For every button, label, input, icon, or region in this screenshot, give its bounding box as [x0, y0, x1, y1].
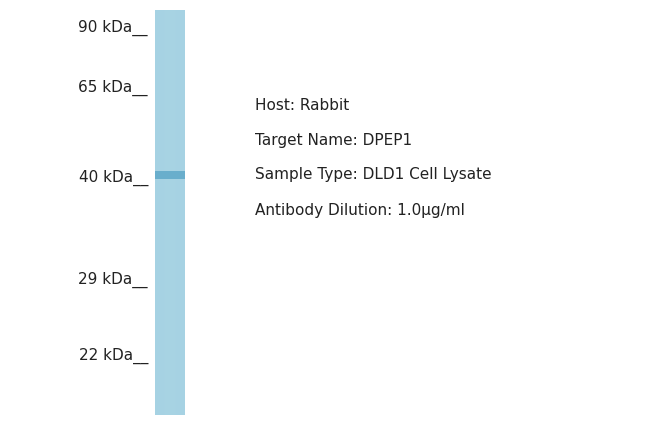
Text: Host: Rabbit: Host: Rabbit — [255, 97, 349, 113]
Text: 65 kDa__: 65 kDa__ — [79, 80, 148, 96]
Text: Target Name: DPEP1: Target Name: DPEP1 — [255, 132, 412, 148]
Text: 29 kDa__: 29 kDa__ — [79, 272, 148, 288]
Bar — [155, 171, 185, 179]
Text: 40 kDa__: 40 kDa__ — [79, 170, 148, 186]
Text: Sample Type: DLD1 Cell Lysate: Sample Type: DLD1 Cell Lysate — [255, 168, 491, 182]
Text: Antibody Dilution: 1.0µg/ml: Antibody Dilution: 1.0µg/ml — [255, 203, 465, 217]
Text: 22 kDa__: 22 kDa__ — [79, 348, 148, 364]
Text: 90 kDa__: 90 kDa__ — [79, 20, 148, 36]
